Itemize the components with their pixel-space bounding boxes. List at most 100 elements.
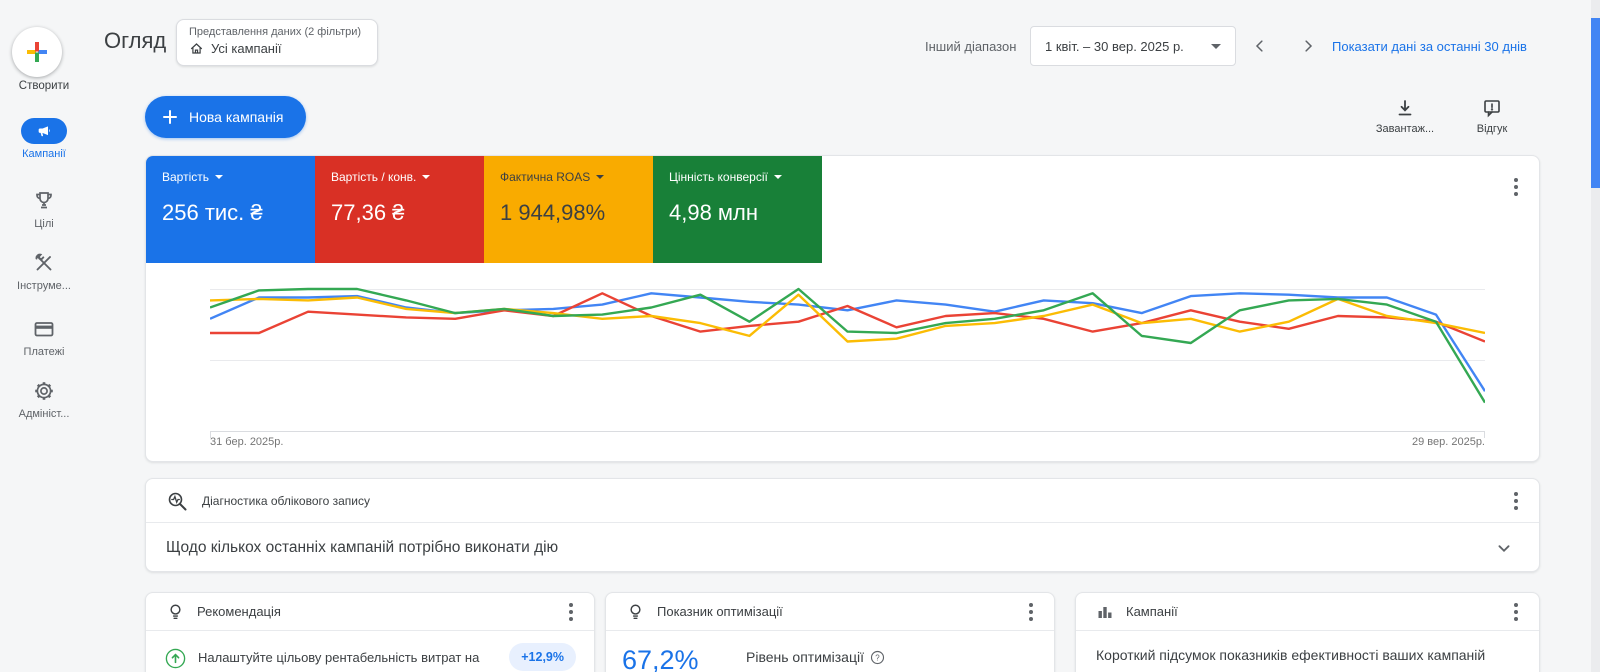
campaigns-summary-text: Короткий підсумок показників ефективност… [1096,647,1486,663]
bar-chart-icon [1096,603,1114,621]
arrow-up-circle-icon [164,647,187,670]
chart-card-menu-button[interactable] [1507,178,1525,196]
optimization-body: 67,2% Рівень оптимізації ? [606,631,1054,672]
chevron-down-icon [773,175,782,179]
sidebar-item-goals[interactable]: Цілі [0,188,88,230]
campaigns-body: Короткий підсумок показників ефективност… [1076,631,1539,672]
campaigns-menu-button[interactable] [1507,602,1525,621]
previous-period-button[interactable] [1248,34,1272,58]
optimization-menu-button[interactable] [1022,602,1040,621]
sidebar-item-label: Адмініст... [18,408,70,420]
x-axis-label-start: 31 бер. 2025р. [210,436,284,448]
metric-label: Вартість / конв. [331,170,417,184]
svg-text:?: ? [875,653,880,662]
page-title: Огляд [104,28,167,53]
metric-card-cost[interactable]: Вартість 256 тис. ₴ [146,156,315,263]
show-last-30-days-link[interactable]: Показати дані за останні 30 днів [1332,39,1527,54]
other-range-label: Інший діапазон [925,39,1017,54]
metric-value: 256 тис. ₴ [162,200,263,225]
card-icon [0,316,88,342]
trophy-icon [0,188,88,214]
date-range-value: 1 квіт. – 30 вер. 2025 р. [1045,38,1184,54]
download-label: Завантаж... [1375,123,1435,135]
campaigns-title: Кампанії [1126,604,1178,619]
metric-value: 77,36 ₴ [331,200,405,225]
sidebar-item-tools[interactable]: Інструме... [0,250,88,292]
sidebar-item-label: Інструме... [17,280,71,292]
metric-card-conv-value[interactable]: Цінність конверсії 4,98 млн [653,156,822,263]
recommendation-text[interactable]: Налаштуйте цільову рентабельність витрат… [198,650,480,665]
sidebar-item-label: Цілі [34,218,54,230]
recommendation-menu-button[interactable] [562,602,580,621]
metric-card-actual-roas[interactable]: Фактична ROAS 1 944,98% [484,156,653,263]
recommendation-header: Рекомендація [146,593,594,631]
download-button[interactable]: Завантаж... [1369,98,1441,135]
google-plus-icon [24,39,50,65]
new-campaign-button[interactable]: Нова кампанія [145,96,306,138]
metric-value: 1 944,98% [500,200,606,225]
create-button[interactable] [12,27,62,77]
chevron-down-icon [422,175,431,179]
x-axis-label-end: 29 вер. 2025р. [1411,436,1485,448]
optimization-title: Показник оптимізації [657,604,783,619]
gear-icon [0,378,88,404]
home-icon [189,41,204,56]
recommendation-body: Налаштуйте цільову рентабельність витрат… [146,631,594,672]
sidebar-item-admin[interactable]: Адмініст... [0,378,88,420]
optimization-score-label: Рівень оптимізації [746,649,864,665]
recommendation-title: Рекомендація [197,604,281,619]
diagnostics-title: Діагностика облікового запису [202,493,371,508]
data-view-chip[interactable]: Представлення даних (2 фільтри) Усі камп… [176,19,378,66]
metric-label: Цінність конверсії [669,170,768,184]
scrollbar-track[interactable] [1591,0,1600,672]
lightbulb-icon [626,602,645,621]
campaigns-header: Кампанії [1076,593,1539,631]
tools-icon [0,250,88,276]
chevron-down-icon [596,175,605,179]
new-campaign-label: Нова кампанія [189,109,284,125]
diagnostics-search-icon [166,490,188,512]
data-view-chip-value: Усі кампанії [211,41,282,56]
chevron-down-icon [1211,43,1221,49]
lightbulb-icon [166,602,185,621]
chart-line-conv-value[interactable] [210,289,1485,403]
diagnostics-header: Діагностика облікового запису [146,479,1539,523]
next-period-button[interactable] [1296,34,1320,58]
megaphone-icon [21,118,67,144]
optimization-score-card: Показник оптимізації 67,2% Рівень оптимі… [605,592,1055,672]
account-diagnostics-card: Діагностика облікового запису Щодо кільк… [145,478,1540,572]
feedback-icon [1456,98,1528,120]
chevron-left-icon [1255,40,1263,52]
sidebar-item-label: Платежі [23,346,65,358]
x-axis-labels: 31 бер. 2025р. 29 вер. 2025р. [210,436,1485,448]
feedback-button[interactable]: Відгук [1456,98,1528,135]
chevron-down-icon [215,175,223,179]
metric-selector-row: Вартість 256 тис. ₴ Вартість / конв. 77,… [146,156,822,263]
chevron-right-icon [1305,40,1313,52]
chart-line-actual-roas[interactable] [210,295,1485,342]
campaigns-summary-card: Кампанії Короткий підсумок показників еф… [1075,592,1540,672]
metric-card-cost-per-conv[interactable]: Вартість / конв. 77,36 ₴ [315,156,484,263]
metric-value: 4,98 млн [669,200,759,225]
recommendation-card: Рекомендація Налаштуйте цільову рентабел… [145,592,595,672]
diagnostics-alert-text: Щодо кількох останніх кампаній потрібно … [166,538,559,556]
optimization-header: Показник оптимізації [606,593,1054,631]
create-label: Створити [18,80,70,92]
optimization-score-value: 67,2% [622,645,699,672]
feedback-label: Відгук [1476,123,1508,135]
diagnostics-menu-button[interactable] [1507,491,1525,510]
performance-line-chart[interactable] [210,281,1485,439]
sidebar: Створити Кампанії Цілі [0,0,88,672]
plus-icon [161,108,179,126]
sidebar-item-label: Кампанії [22,148,66,160]
sidebar-item-campaigns[interactable]: Кампанії [0,118,88,160]
date-range-picker[interactable]: 1 квіт. – 30 вер. 2025 р. [1030,26,1236,66]
metric-label: Вартість [162,170,209,184]
chevron-down-icon[interactable] [1493,537,1515,559]
scrollbar-thumb[interactable] [1591,18,1600,188]
help-icon[interactable]: ? [870,650,885,665]
chart-line-cost-per-conv[interactable] [210,293,1485,341]
sidebar-item-payments[interactable]: Платежі [0,316,88,358]
diagnostics-alert-row[interactable]: Щодо кількох останніх кампаній потрібно … [146,523,1539,572]
